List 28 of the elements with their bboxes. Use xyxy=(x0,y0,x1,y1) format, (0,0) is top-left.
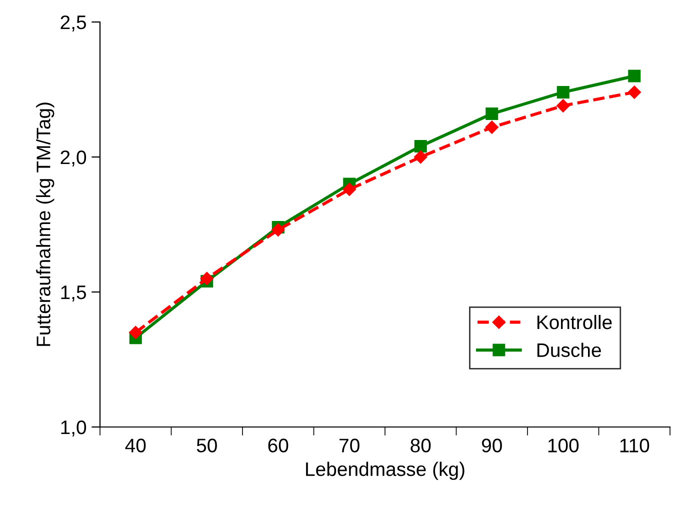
y-tick-label: 2,0 xyxy=(60,150,86,167)
y-axis-title: Futteraufnahme (kg TM/Tag) xyxy=(36,102,54,346)
point xyxy=(556,86,570,98)
legend-label: Kontrolle xyxy=(537,314,612,330)
point xyxy=(485,120,498,134)
y-tick-label: 1,5 xyxy=(61,286,86,302)
point xyxy=(628,86,641,99)
point xyxy=(272,223,285,236)
x-tick-label: 70 xyxy=(340,438,360,452)
point xyxy=(129,326,142,340)
point xyxy=(200,272,214,286)
x-tick-label: 90 xyxy=(482,438,502,452)
point xyxy=(486,108,498,120)
legend-label: Dusche xyxy=(537,342,601,358)
point xyxy=(628,70,641,82)
x-tick-label: 100 xyxy=(548,438,579,452)
x-tick-label: 80 xyxy=(410,438,431,452)
x-axis-title: Lebendmasse (kg) xyxy=(306,462,464,480)
point xyxy=(342,182,356,196)
y-tick-label: 2,5 xyxy=(60,15,86,32)
x-tick-label: 50 xyxy=(196,438,217,452)
x-tick-label: 110 xyxy=(620,438,650,452)
point xyxy=(414,150,428,164)
x-tick-label: 60 xyxy=(268,438,288,452)
y-tick-label: 1,0 xyxy=(61,420,86,437)
point xyxy=(414,140,427,152)
point xyxy=(556,99,570,112)
x-tick-label: 40 xyxy=(125,438,146,452)
